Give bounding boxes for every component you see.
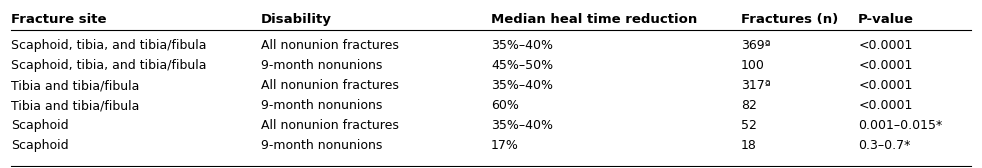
Text: 35%–40%: 35%–40% [491,39,553,52]
Text: 369ª: 369ª [740,39,770,52]
Text: 9-month nonunions: 9-month nonunions [261,99,382,112]
Text: Scaphoid, tibia, and tibia/fibula: Scaphoid, tibia, and tibia/fibula [11,59,206,72]
Text: 35%–40%: 35%–40% [491,79,553,92]
Text: <0.0001: <0.0001 [858,59,912,72]
Text: Fractures (n): Fractures (n) [740,13,838,26]
Text: Tibia and tibia/fibula: Tibia and tibia/fibula [11,99,139,112]
Text: 17%: 17% [491,139,518,152]
Text: 45%–50%: 45%–50% [491,59,553,72]
Text: Scaphoid: Scaphoid [11,139,69,152]
Text: 35%–40%: 35%–40% [491,119,553,132]
Text: 9-month nonunions: 9-month nonunions [261,139,382,152]
Text: 52: 52 [740,119,756,132]
Text: Scaphoid: Scaphoid [11,119,69,132]
Text: <0.0001: <0.0001 [858,39,912,52]
Text: Median heal time reduction: Median heal time reduction [491,13,697,26]
Text: P-value: P-value [858,13,914,26]
Text: Scaphoid, tibia, and tibia/fibula: Scaphoid, tibia, and tibia/fibula [11,39,206,52]
Text: <0.0001: <0.0001 [858,99,912,112]
Text: 0.3–0.7*: 0.3–0.7* [858,139,910,152]
Text: All nonunion fractures: All nonunion fractures [261,39,399,52]
Text: Fracture site: Fracture site [11,13,107,26]
Text: 317ª: 317ª [740,79,771,92]
Text: 9-month nonunions: 9-month nonunions [261,59,382,72]
Text: 60%: 60% [491,99,518,112]
Text: 0.001–0.015*: 0.001–0.015* [858,119,943,132]
Text: All nonunion fractures: All nonunion fractures [261,119,399,132]
Text: 82: 82 [740,99,756,112]
Text: 18: 18 [740,139,756,152]
Text: Disability: Disability [261,13,332,26]
Text: Tibia and tibia/fibula: Tibia and tibia/fibula [11,79,139,92]
Text: <0.0001: <0.0001 [858,79,912,92]
Text: 100: 100 [740,59,765,72]
Text: All nonunion fractures: All nonunion fractures [261,79,399,92]
